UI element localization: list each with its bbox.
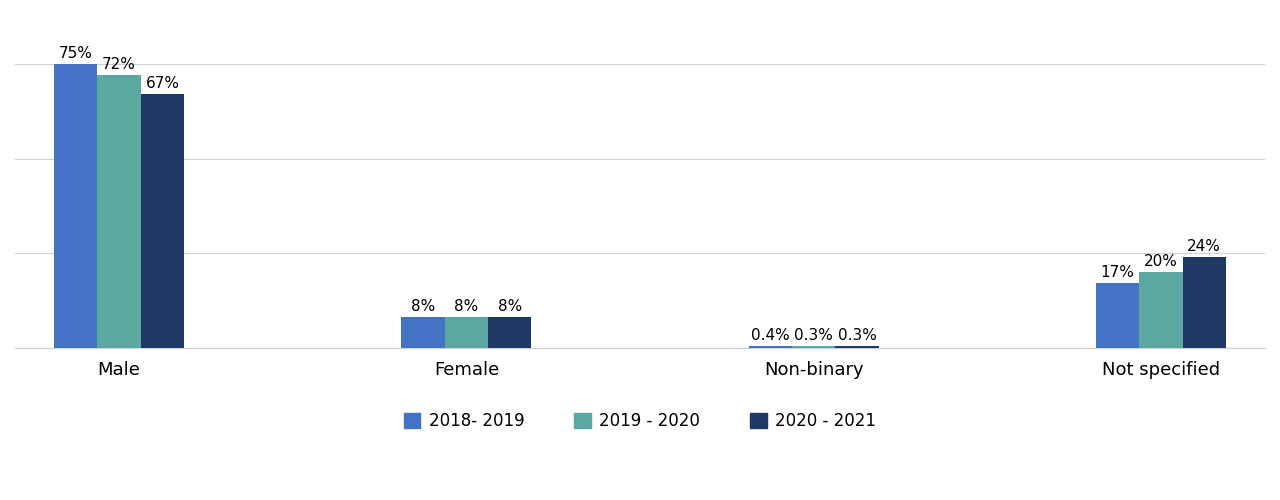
Bar <box>97 76 141 347</box>
Text: 75%: 75% <box>59 46 92 61</box>
Text: 8%: 8% <box>411 300 435 314</box>
Text: 67%: 67% <box>146 76 179 92</box>
Text: 72%: 72% <box>102 58 136 72</box>
Text: 20%: 20% <box>1144 254 1178 269</box>
Bar <box>836 346 878 348</box>
Bar <box>488 318 531 348</box>
Bar <box>792 346 836 348</box>
Text: 8%: 8% <box>498 300 522 314</box>
Bar <box>402 318 444 348</box>
Bar <box>1139 272 1183 347</box>
Bar <box>1183 257 1226 348</box>
Bar <box>444 318 488 348</box>
Text: 24%: 24% <box>1188 239 1221 254</box>
Bar <box>141 94 184 348</box>
Text: 17%: 17% <box>1101 266 1134 280</box>
Bar <box>54 64 97 348</box>
Text: 0.3%: 0.3% <box>837 328 877 344</box>
Text: 0.4%: 0.4% <box>751 328 790 343</box>
Bar <box>749 346 792 348</box>
Text: 8%: 8% <box>454 300 479 314</box>
Text: 0.3%: 0.3% <box>794 328 833 344</box>
Bar <box>1096 284 1139 348</box>
Legend: 2018- 2019, 2019 - 2020, 2020 - 2021: 2018- 2019, 2019 - 2020, 2020 - 2021 <box>397 406 883 437</box>
